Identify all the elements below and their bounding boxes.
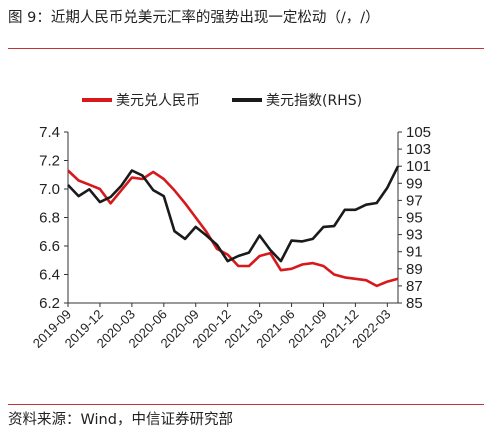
right-tick-label: 97	[406, 192, 423, 209]
right-tick-label: 87	[406, 278, 423, 295]
chart-legend: 美元兑人民币 美元指数(RHS)	[82, 93, 362, 109]
right-tick-label: 93	[406, 227, 423, 244]
series-line-dxy	[67, 165, 400, 263]
left-tick-label: 6.4	[39, 267, 60, 284]
legend-item-usdcny: 美元兑人民币	[82, 93, 200, 109]
figure-title: 图 9：近期人民币兑美元汇率的强势出现一定松动（/，/）	[8, 10, 380, 26]
left-tick-label: 7.4	[39, 124, 60, 141]
bottom-divider	[8, 404, 484, 405]
series-line-usdcny	[67, 169, 399, 288]
left-tick-label: 6.6	[39, 238, 60, 255]
legend-label: 美元指数(RHS)	[266, 93, 362, 109]
left-tick-label: 6.2	[39, 295, 60, 312]
source-note: 资料来源：Wind，中信证券研究部	[8, 412, 233, 428]
top-divider	[8, 48, 484, 49]
right-tick-label: 89	[406, 261, 423, 278]
left-tick-label: 7.2	[39, 153, 60, 170]
right-tick-label: 103	[406, 141, 431, 158]
right-tick-label: 99	[406, 175, 423, 192]
legend-item-dxy: 美元指数(RHS)	[232, 93, 362, 109]
right-tick-label: 105	[406, 124, 431, 141]
legend-label: 美元兑人民币	[116, 93, 200, 109]
right-tick-label: 91	[406, 244, 423, 261]
right-tick-label: 95	[406, 210, 423, 227]
left-tick-label: 6.8	[39, 210, 60, 227]
chart-axes: 6.2 6.4 6.6 6.8 7.0 7.2 7.4 8587899193959799101…	[30, 124, 431, 351]
left-tick-label: 7.0	[39, 181, 60, 198]
right-tick-label: 101	[406, 158, 431, 175]
right-tick-label: 85	[406, 295, 423, 312]
chart-series	[67, 165, 400, 288]
